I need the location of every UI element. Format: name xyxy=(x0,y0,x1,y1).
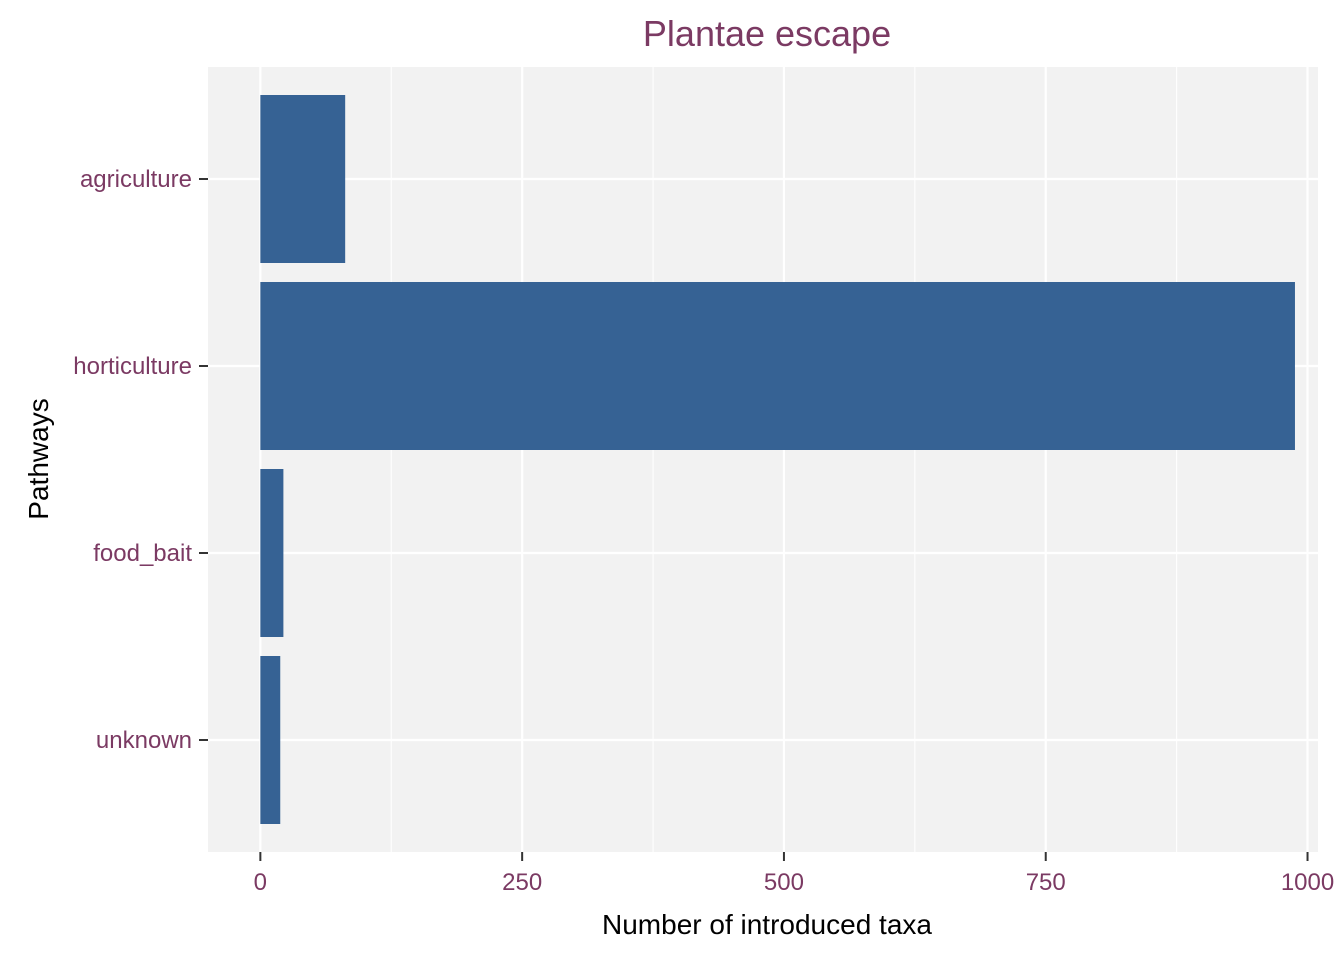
x-tick-label: 1000 xyxy=(1281,869,1334,896)
plot-panel xyxy=(208,67,1318,852)
x-tick-label: 0 xyxy=(254,869,267,896)
y-tick-label: unknown xyxy=(96,727,192,754)
x-tick-label: 500 xyxy=(764,869,804,896)
bar-agriculture xyxy=(260,95,346,263)
bar-food_bait xyxy=(260,469,284,637)
bars xyxy=(260,95,1295,824)
bar-horticulture xyxy=(260,282,1295,450)
x-tick-label: 750 xyxy=(1026,869,1066,896)
y-tick-label: agriculture xyxy=(80,166,192,193)
chart-title: Plantae escape xyxy=(643,13,891,54)
bar-unknown xyxy=(260,656,281,824)
y-tick-label: food_bait xyxy=(93,540,192,567)
x-tick-label: 250 xyxy=(502,869,542,896)
x-axis: 0 250 500 750 1000 xyxy=(254,852,1334,896)
y-tick-label: horticulture xyxy=(73,353,192,380)
x-axis-title: Number of introduced taxa xyxy=(602,909,932,940)
y-axis-title: Pathways xyxy=(23,398,54,519)
